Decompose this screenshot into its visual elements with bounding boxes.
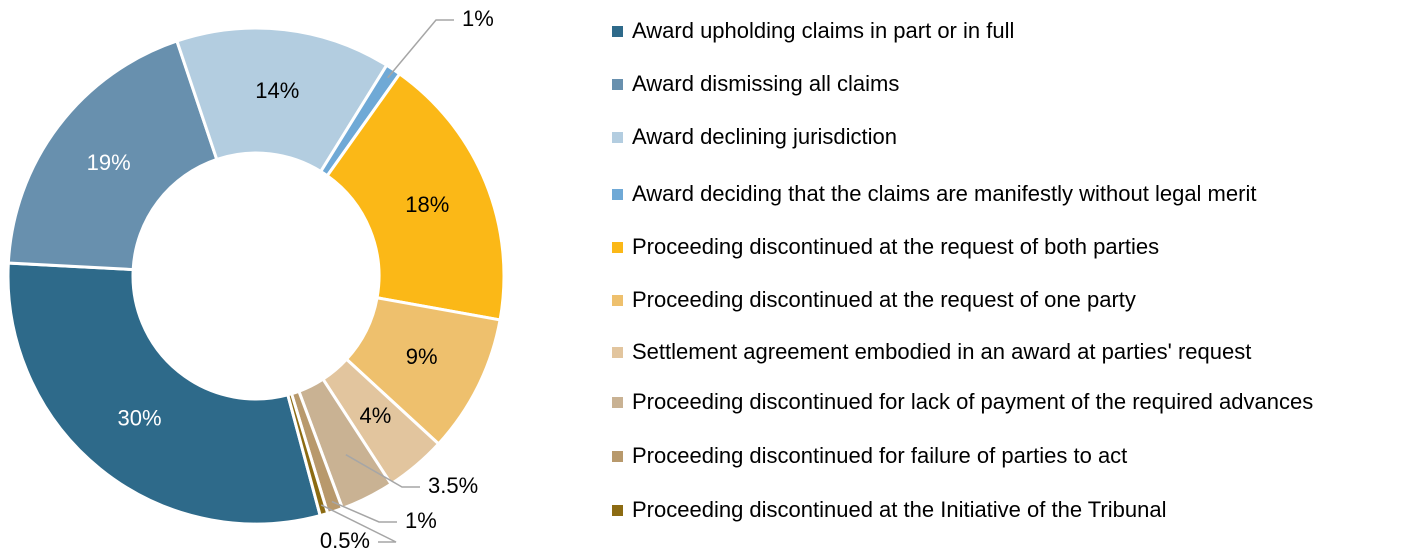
donut-slice [174,26,389,174]
legend-item: Award declining jurisdiction [612,126,1402,148]
legend-swatch [612,295,623,306]
legend-swatch [612,132,623,143]
data-label: 30% [118,406,162,431]
legend-item: Proceeding discontinued for lack of paym… [612,391,1402,413]
data-label: 1% [462,6,494,31]
legend-item: Settlement agreement embodied in an awar… [612,341,1402,363]
legend-swatch [612,79,623,90]
legend-swatch [612,347,623,358]
legend-label: Settlement agreement embodied in an awar… [632,339,1252,364]
legend-item: Proceeding discontinued at the request o… [612,236,1402,258]
data-label: 1% [405,508,437,533]
legend-label: Proceeding discontinued for failure of p… [632,443,1128,468]
data-label: 19% [87,150,131,175]
legend-swatch [612,505,623,516]
leader-line [320,504,397,543]
legend-label: Award declining jurisdiction [632,124,897,149]
legend-label: Award upholding claims in part or in ful… [632,18,1015,43]
donut-slice [6,261,323,526]
data-label: 0.5% [320,528,370,552]
legend-item: Award upholding claims in part or in ful… [612,20,1402,42]
data-label: 18% [405,192,449,217]
data-label: 3.5% [428,473,478,498]
legend-label: Award dismissing all claims [632,71,900,96]
donut-slice [325,71,506,322]
legend-label: Proceeding discontinued at the request o… [632,287,1136,312]
legend-swatch [612,397,623,408]
donut-slice [285,391,330,518]
leader-line [345,454,420,488]
donut-slice [6,39,219,272]
legend-swatch [612,451,623,462]
legend-label: Proceeding discontinued at the Initiativ… [632,497,1167,522]
legend-swatch [612,189,623,200]
legend-item: Proceeding discontinued at the Initiativ… [612,499,1402,521]
legend-item: Proceeding discontinued for failure of p… [612,445,1402,467]
leader-line [387,19,454,79]
legend-swatch [612,26,623,37]
data-label: 9% [406,344,438,369]
data-label: 4% [360,403,392,428]
legend-label: Proceeding discontinued at the request o… [632,234,1160,259]
legend-item: Award dismissing all claims [612,73,1402,95]
legend-label: Award deciding that the claims are manif… [632,181,1257,206]
legend-item: Award deciding that the claims are manif… [612,183,1402,205]
data-label: 14% [255,78,299,103]
legend-swatch [612,242,623,253]
legend-label: Proceeding discontinued for lack of paym… [632,389,1314,414]
leader-line [331,500,397,523]
legend-item: Proceeding discontinued at the request o… [612,289,1402,311]
